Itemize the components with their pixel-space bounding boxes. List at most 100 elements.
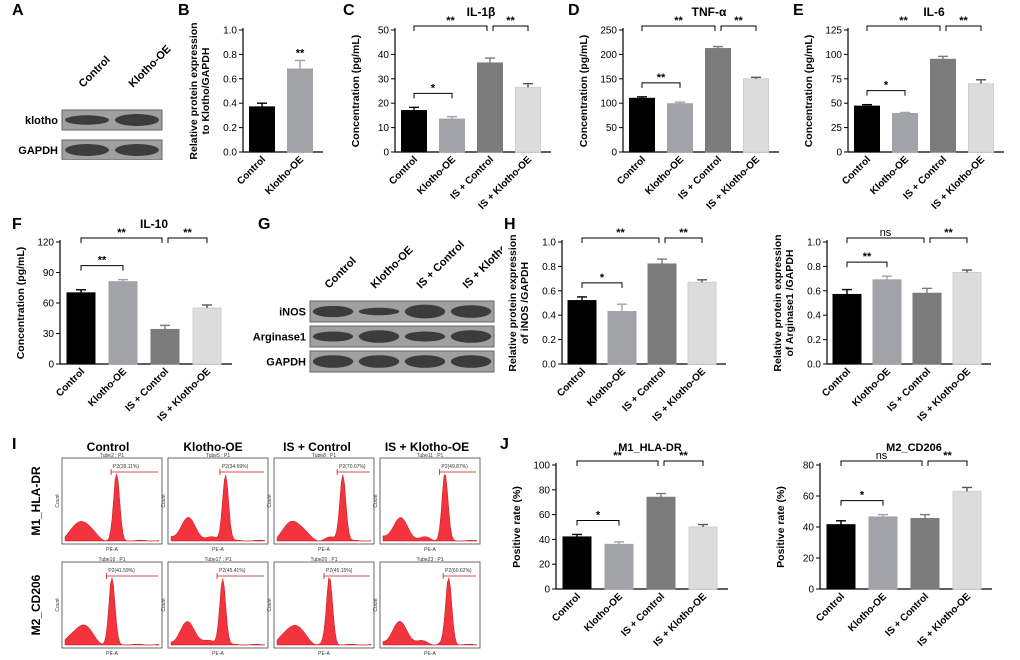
lane-label: Klotho-OE: [127, 43, 174, 90]
blot-band: [358, 330, 400, 343]
bar-chart-c-il1b: 0 10 20 30 40 50 Concentration (pg/mL) IL-1β Con…: [350, 5, 551, 212]
lane-label: Control: [77, 54, 113, 90]
blot-row-label: klotho: [25, 115, 58, 127]
bar: [629, 97, 655, 153]
x-tick-label: Control: [814, 591, 847, 624]
significance-bracket: [413, 25, 488, 31]
blot-band: [404, 331, 446, 342]
significance-bracket: [664, 237, 703, 243]
x-tick-label: Klotho-OE: [582, 591, 625, 634]
significance-label: *: [884, 80, 889, 92]
blot-row-label: Arginase1: [253, 332, 306, 344]
bar-chart-d-tnfa: 0 50 100 150 200 250 Concentration (pg/mL) TNF-…: [578, 5, 779, 212]
panel-letter-j: J: [500, 436, 509, 453]
bar: [562, 536, 592, 590]
significance-label: **: [944, 227, 953, 239]
significance-bracket: [846, 261, 888, 268]
bar-chart-h-arginase1: 0.0 0.2 0.4 0.6 0.8 1.0 Relative protein expre…: [772, 227, 991, 424]
y-tick-label: 0.0: [542, 360, 556, 371]
bar: [439, 118, 465, 153]
bar: [743, 78, 769, 153]
flow-x-axis-label: PE-A: [318, 651, 330, 657]
chart-title: M2_CD206: [886, 442, 942, 454]
y-tick-label: 80: [803, 461, 815, 472]
flow-y-axis-label: Count: [373, 598, 379, 612]
significance-label: **: [959, 15, 968, 27]
significance-bracket: [80, 265, 124, 271]
blot-band: [312, 331, 354, 342]
blot-band: [65, 144, 109, 156]
y-tick-label: 40: [539, 535, 551, 546]
flow-gate-label: P2(49.87%): [441, 464, 468, 470]
lane-label: Control: [323, 255, 359, 291]
x-tick-label: Control: [615, 154, 648, 187]
x-tick-label: Klotho-OE: [846, 591, 889, 634]
significance-label: *: [431, 82, 436, 94]
x-tick-label: Control: [820, 366, 853, 399]
blot-band: [358, 355, 400, 368]
panel-letter-e: E: [793, 2, 804, 19]
significance-bracket: [840, 500, 884, 506]
y-tick-label: 40: [803, 523, 815, 534]
blot-band: [312, 355, 354, 368]
panel-letter-h: H: [504, 216, 516, 233]
y-tick-label: 150: [600, 74, 617, 85]
y-tick-label: 0.4: [807, 311, 821, 322]
flow-col-header-klotho: Klotho-OE: [183, 440, 243, 454]
bar: [604, 543, 634, 590]
significance-bracket: [866, 90, 906, 96]
bar: [192, 307, 222, 365]
flow-gate-label: P2(45.41%): [219, 568, 246, 574]
bar: [401, 110, 427, 153]
y-axis-label: Relative protein expressionof Arginase1 …: [772, 234, 796, 371]
flow-y-axis-label: Count: [161, 494, 167, 508]
chart-title: IL-6: [923, 5, 945, 19]
flow-gate-label: P2(60.62%): [445, 568, 472, 574]
chart-title: IL-1β: [467, 5, 496, 19]
bar: [872, 279, 902, 365]
panel-letter-d: D: [568, 2, 580, 19]
blot-row-label: GAPDH: [266, 357, 306, 369]
flow-tube-label: Tube2 : P1: [100, 453, 124, 459]
y-tick-label: 100: [533, 461, 550, 472]
y-tick-label: 20: [539, 560, 551, 571]
y-tick-label: 0.8: [542, 262, 556, 273]
blot-band: [312, 305, 354, 318]
y-axis-label: Concentration (pg/mL): [350, 35, 362, 148]
blot-band: [115, 144, 159, 156]
bar: [515, 86, 541, 153]
flow-col-header-is-klotho: IS + Klotho-OE: [384, 440, 470, 454]
y-tick-label: 30: [378, 74, 390, 85]
flow-histogram: [170, 474, 266, 542]
y-tick-label: 60: [539, 510, 551, 521]
y-tick-label: 0: [383, 148, 389, 159]
significance-bracket: [581, 237, 660, 243]
flow-gate-label: P2(41.59%): [108, 568, 135, 574]
significance-bracket: [840, 460, 923, 466]
x-tick-label: Control: [840, 154, 873, 187]
flow-x-axis-label: PE-A: [212, 651, 224, 657]
significance-bracket: [720, 25, 757, 31]
y-tick-label: 200: [600, 50, 617, 61]
significance-bracket: [846, 237, 925, 243]
flow-histogram: [64, 577, 160, 646]
y-axis-label: Concentration (pg/mL): [15, 247, 27, 360]
x-tick-label: Klotho-OE: [86, 366, 129, 409]
bar: [826, 524, 856, 590]
flow-gate-label: P2(39.11%): [113, 464, 139, 470]
panel-letter-c: C: [343, 2, 355, 19]
flow-histogram: [276, 577, 372, 646]
significance-bracket: [492, 25, 529, 31]
bar: [952, 272, 982, 365]
western-blot-a: Control Klotho-OE klotho GAPDH: [18, 43, 174, 160]
significance-label: **: [296, 48, 305, 60]
y-tick-label: 0.6: [807, 286, 821, 297]
flow-gate-label: P2(34.69%): [222, 464, 249, 470]
significance-bracket: [929, 237, 968, 243]
flow-tube-label: Tube8 : P1: [312, 453, 336, 459]
flow-x-axis-label: PE-A: [106, 651, 118, 657]
y-tick-label: 90: [43, 268, 55, 279]
lane-label: IS + Control: [415, 239, 467, 291]
blot-band: [115, 114, 159, 126]
flow-histogram: [170, 578, 266, 646]
